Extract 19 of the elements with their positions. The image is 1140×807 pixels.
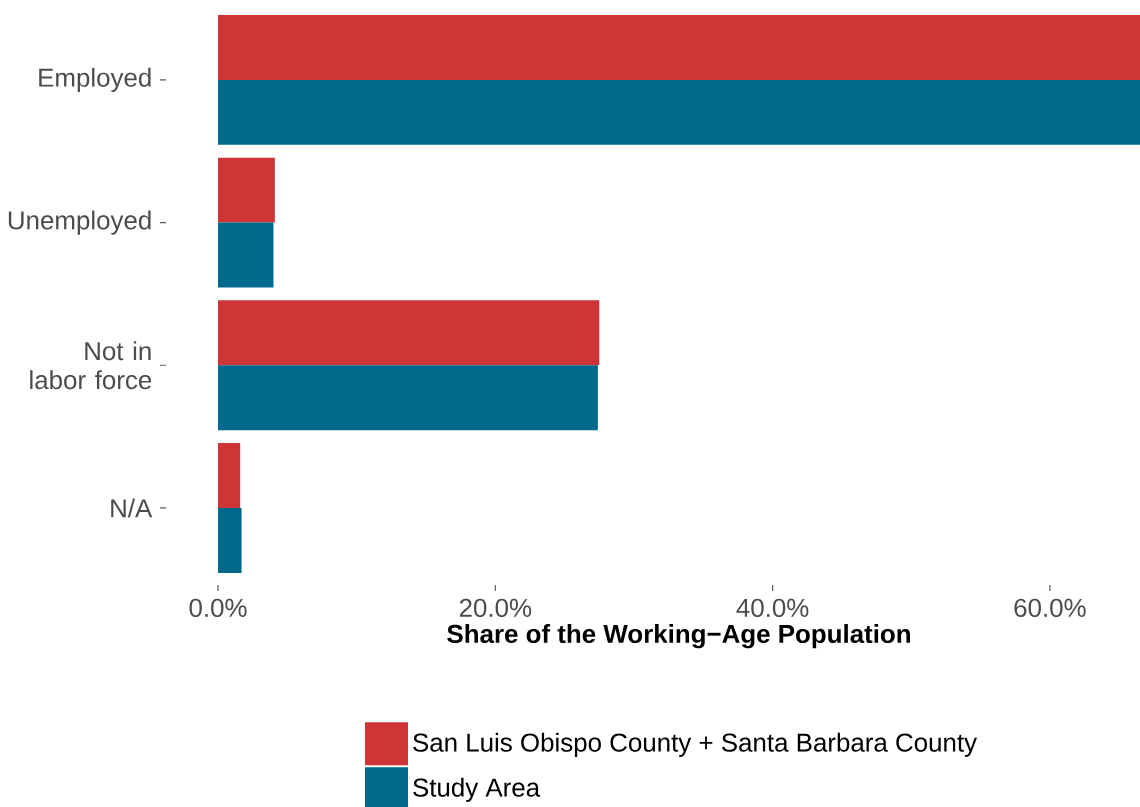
x-tick-label: 0.0%: [189, 598, 247, 618]
y-tick-label: Employed: [39, 67, 151, 92]
bar: [218, 507, 242, 573]
x-tick-label: 40.0%: [736, 598, 809, 618]
bar: [218, 300, 600, 366]
bar: [218, 443, 241, 508]
legend-label: Study Area: [413, 777, 541, 802]
bar: [218, 14, 1140, 80]
y-tick-label: N/A: [111, 498, 153, 518]
x-axis-title: Share of the Working−Age Population: [447, 624, 910, 649]
x-tick-label: 60.0%: [1014, 598, 1086, 618]
bar: [218, 157, 275, 223]
y-tick-label: Unemployed: [8, 210, 151, 235]
bar: [218, 222, 274, 288]
legend-label: San Luis Obispo County + Santa Barbara County: [413, 732, 977, 757]
y-tick-label: Not in labor force: [30, 341, 152, 390]
x-tick-label: 20.0%: [459, 598, 532, 618]
bar: [218, 365, 598, 431]
bar: [218, 79, 1140, 145]
